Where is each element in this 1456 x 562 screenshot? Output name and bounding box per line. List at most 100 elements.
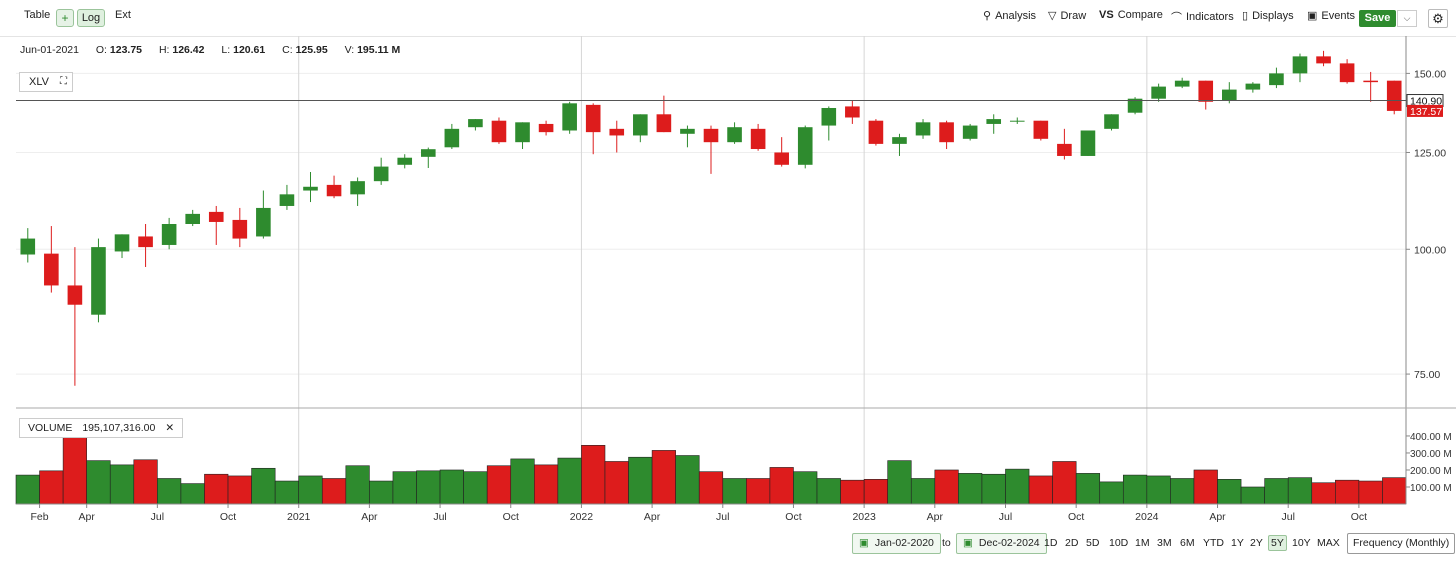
range-button-1m[interactable]: 1M [1135,537,1150,549]
candle-body [633,114,648,136]
volume-bar [581,445,606,505]
volume-bar [298,475,323,505]
range-button-max[interactable]: MAX [1317,537,1340,549]
volume-bar [840,479,865,505]
candle-body [67,285,83,305]
start-date-field[interactable]: ▣ Jan-02-2020 [852,533,941,554]
volume-bar [557,457,582,505]
ext-button[interactable]: Ext [115,9,131,21]
compare-button[interactable]: VS Compare [1099,9,1163,21]
volume-bar [486,465,512,505]
range-button-3m[interactable]: 3M [1157,537,1172,549]
range-button-10y[interactable]: 10Y [1292,537,1311,549]
symbol-legend[interactable]: XLV ⛶ [19,72,73,92]
calendar-icon: ▣ [859,537,869,549]
indicators-label: Indicators [1186,11,1234,23]
x-tick-label: Apr [361,511,378,523]
volume-bar [416,470,441,505]
analysis-button[interactable]: ⚲ Analysis [983,9,1037,23]
x-tick-label: Apr [1209,511,1226,523]
candle-body [750,128,766,150]
table-label: Table [24,9,51,21]
range-button-6m[interactable]: 6M [1180,537,1195,549]
x-tick-label: 2023 [852,511,876,523]
table-button[interactable]: Table [24,9,50,21]
candle-body [1269,73,1284,86]
range-button-2d[interactable]: 2D [1065,537,1079,549]
range-button-2y[interactable]: 2Y [1250,537,1263,549]
candle-body [915,122,931,136]
volume-bar [345,465,370,505]
events-button[interactable]: ▣ Events [1307,9,1355,23]
volume-bar [204,473,229,505]
candle-body [821,107,837,126]
frequency-select[interactable]: Frequency (Monthly) [1347,533,1456,554]
range-button-5d[interactable]: 5D [1086,537,1100,549]
volume-bars [15,437,1407,505]
x-tick-label: Jul [999,511,1012,523]
price-tick-label: 100.00 [1414,244,1446,256]
save-button[interactable]: Save [1359,10,1396,27]
range-bar: ▣ Jan-02-2020 to ▣ Dec-02-2024 1D 2D 5D 10D 1M… [0,530,1456,562]
indicators-button[interactable]: ⌒ Indicators [1171,9,1234,25]
last-close-label: 137.57 [1410,106,1442,118]
range-button-10d[interactable]: 10D [1109,537,1129,549]
volume-bar [274,480,300,505]
displays-button[interactable]: ▯ Displays [1242,9,1294,23]
candles-icon: ▯ [1242,10,1249,22]
volume-bar [157,478,182,505]
candle-body [1033,120,1049,139]
grid-lines [16,36,1406,504]
close-icon[interactable]: ✕ [165,422,175,434]
volume-bar [675,455,700,505]
candle-body [326,184,342,197]
start-date-value: Jan-02-2020 [874,537,934,549]
volume-bar [463,471,488,505]
chevron-down-icon[interactable]: ⌵ [1397,10,1417,27]
end-date-field[interactable]: ▣ Dec-02-2024 [956,533,1047,554]
log-button[interactable]: Log [77,9,105,27]
candle-body [397,157,413,165]
volume-bar [1287,477,1313,505]
candle-body [138,236,153,248]
volume-bar [958,473,983,505]
candle-body [468,119,483,128]
candle-body [208,211,224,222]
volume-legend: VOLUME 195,107,316.00 ✕ [19,418,184,438]
volume-bar [439,469,464,505]
gear-icon[interactable]: ⚙ [1428,9,1448,28]
volume-bar [1075,473,1101,505]
price-tick-label: 75.00 [1414,369,1440,381]
crosshair-icon[interactable]: + [56,9,74,27]
candle-body [1009,120,1025,122]
end-date-value: Dec-02-2024 [978,537,1040,549]
range-button-5y[interactable]: 5Y [1268,535,1287,551]
candle-body [797,127,813,165]
volume-bar [1240,486,1265,505]
analysis-label: Analysis [995,9,1037,22]
candle-body [727,127,742,143]
volume-bar [651,450,676,505]
current-price-label: 140.90 [1410,96,1442,108]
range-button-1y[interactable]: 1Y [1231,537,1244,549]
ohlc-readout: Jun-01-2021 O: 123.75 H: 126.42 L: 120.6… [20,44,414,56]
ext-label: Ext [115,9,131,21]
draw-button[interactable]: ▽ Draw [1048,9,1086,23]
candle-body [703,128,719,143]
compare-label: Compare [1117,9,1163,21]
candle-body [1386,80,1402,111]
volume-label: V: [344,44,355,56]
volume-bar [369,480,394,505]
candle-body [962,125,978,139]
x-tick-label: 2021 [287,511,311,523]
expand-icon[interactable]: ⛶ [60,76,67,87]
volume-bar [227,475,252,505]
volume-legend-label: VOLUME [28,422,73,434]
price-chart[interactable]: 75.00 100.00 125.00 150.00 Feb Apr Jul Oct 2021 A… [0,36,1456,530]
candle-body [1222,89,1237,101]
compare-icon: VS [1099,9,1114,21]
range-button-1d[interactable]: 1D [1044,537,1058,549]
range-button-ytd[interactable]: YTD [1203,537,1224,549]
volume-bar [1382,477,1407,505]
open-label: O: [95,44,107,56]
